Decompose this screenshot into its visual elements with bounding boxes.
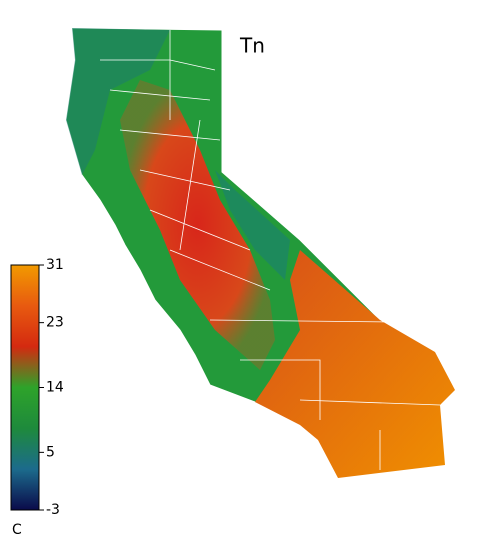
- colorbar-tick-label: 31: [46, 257, 64, 273]
- colorbar-unit: C: [12, 522, 22, 538]
- colorbar-tick-label: 23: [46, 315, 64, 331]
- colorbar-tick-label: 14: [46, 380, 64, 396]
- north-coast-cool: [66, 28, 170, 175]
- colorbar-tick-label: -3: [46, 502, 60, 518]
- central-valley: [120, 80, 275, 370]
- california-map: [65, 27, 456, 479]
- southern-desert: [255, 250, 455, 478]
- sierra-cool: [215, 170, 290, 280]
- colorbar-tick-label: 5: [46, 444, 55, 460]
- county-lines: [100, 30, 441, 470]
- colorbar: [10, 264, 40, 511]
- map-title: Tn: [239, 34, 265, 58]
